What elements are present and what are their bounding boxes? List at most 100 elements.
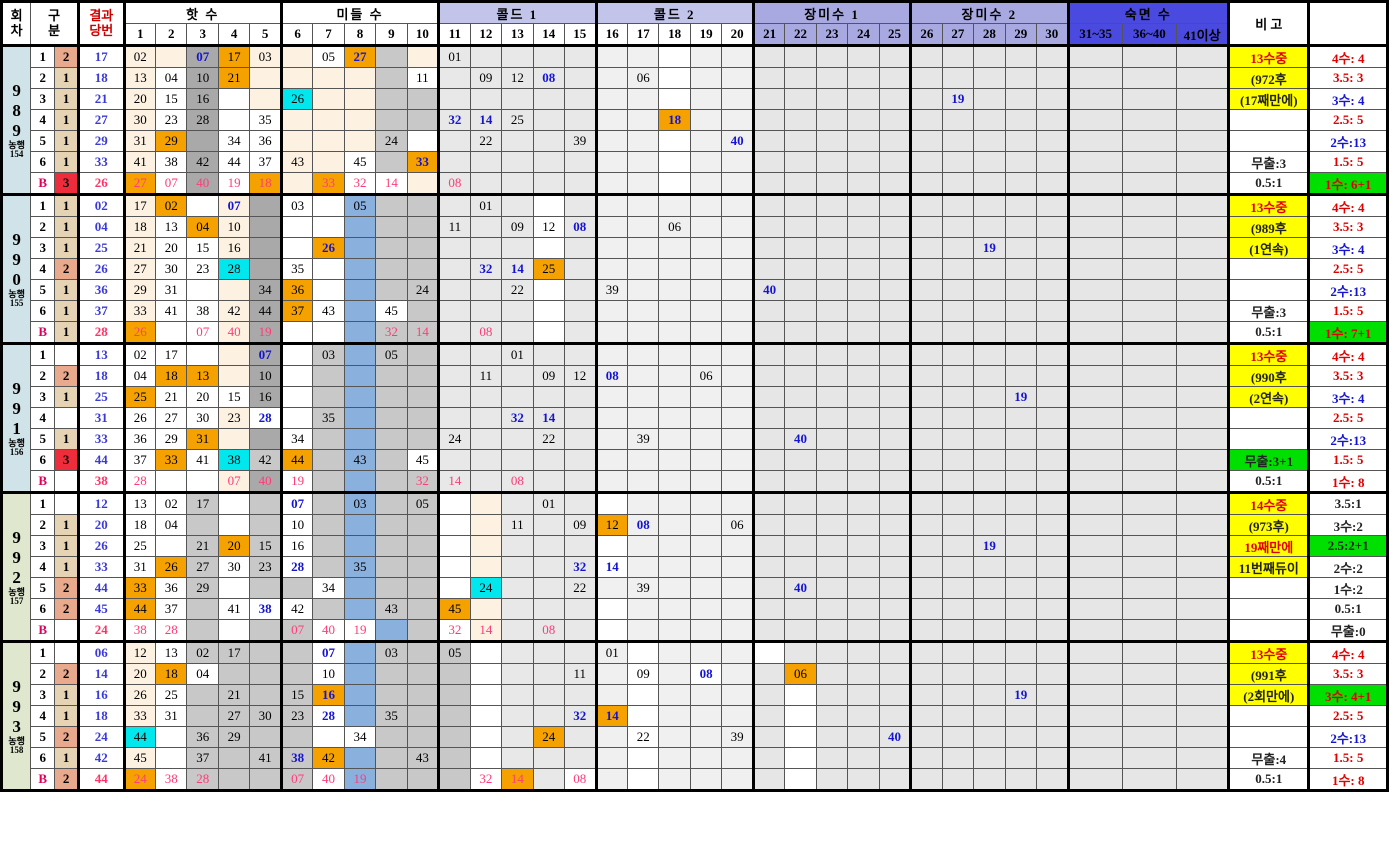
number-cell-17 — [626, 193, 660, 217]
number-cell-15: 12 — [564, 365, 597, 387]
number-cell-28 — [973, 216, 1006, 238]
note-cell: (990후 — [1227, 365, 1310, 387]
number-cell-21: 40 — [751, 279, 786, 301]
number-cell-7 — [312, 449, 345, 471]
number-cell-19 — [689, 556, 723, 578]
number-cell-1: 37 — [122, 449, 157, 471]
number-cell-16 — [594, 300, 628, 322]
number-cell-3 — [186, 342, 219, 366]
number-cell-16 — [594, 67, 628, 89]
number-cell-3: 07 — [186, 44, 219, 68]
round-digit-1: 9 — [12, 378, 21, 398]
number-cell-2: 36 — [155, 577, 188, 599]
winning-number: 25 — [77, 386, 125, 408]
number-cell-8: 27 — [343, 44, 377, 68]
number-cell-33 — [1176, 747, 1230, 769]
number-cell-24 — [847, 470, 880, 493]
number-cell-2: 17 — [155, 342, 188, 366]
header-group-7: 숙면 수 — [1066, 1, 1230, 24]
number-cell-7 — [312, 365, 345, 387]
number-cell-31 — [1066, 747, 1123, 769]
round-sub-1: 농행 — [8, 288, 25, 299]
number-cell-21 — [751, 67, 786, 89]
number-cell-4 — [217, 663, 251, 685]
row-sequence: 4 — [30, 407, 56, 429]
number-cell-23 — [815, 747, 849, 769]
number-cell-29 — [1004, 598, 1038, 620]
round-sub-1: 농행 — [8, 735, 25, 746]
number-cell-2: 13 — [155, 216, 188, 238]
number-cell-10 — [406, 130, 440, 152]
number-cell-5 — [249, 726, 282, 748]
number-cell-25 — [878, 109, 912, 131]
table-row: 6 1 37 33 41 38 42 44 37 43 45 무출:3 1.5: 5 — [2, 300, 1389, 322]
number-cell-12: 08 — [469, 321, 503, 344]
row-sequence: 1 — [30, 491, 56, 515]
number-cell-17: 22 — [626, 726, 660, 748]
number-cell-32 — [1121, 386, 1178, 408]
number-cell-31 — [1066, 386, 1123, 408]
number-cell-2: 38 — [155, 768, 188, 791]
header-col-26: 26 — [909, 23, 943, 46]
number-cell-11 — [437, 407, 471, 429]
number-cell-1: 44 — [122, 598, 157, 620]
number-cell-31 — [1066, 598, 1123, 620]
number-cell-14: 08 — [532, 619, 566, 642]
number-cell-4: 15 — [217, 386, 251, 408]
number-cell-10 — [406, 768, 440, 791]
number-cell-17 — [626, 449, 660, 471]
note-cell: (991후 — [1227, 663, 1310, 685]
number-cell-13: 14 — [501, 768, 534, 791]
header-col-10: 10 — [406, 23, 440, 46]
table-row: 6 3 44 37 33 41 38 42 44 43 45 무출:3+1 1.5: 5 — [2, 449, 1389, 471]
number-cell-22 — [784, 684, 817, 706]
number-cell-32 — [1121, 535, 1178, 557]
number-cell-9: 32 — [375, 321, 408, 344]
number-cell-32 — [1121, 321, 1178, 344]
number-cell-11 — [437, 258, 471, 280]
header-remark-label: 비 고 — [1227, 1, 1311, 46]
number-cell-19 — [689, 237, 723, 259]
number-cell-19: 08 — [689, 663, 723, 685]
number-cell-26 — [909, 237, 943, 259]
number-cell-14 — [532, 386, 566, 408]
number-cell-31 — [1066, 705, 1123, 727]
round-digit-2: 8 — [12, 100, 21, 120]
number-cell-11 — [437, 663, 471, 685]
number-cell-32 — [1121, 193, 1178, 217]
table-row: 4 2 26 27 30 23 28 35 32 14 25 2.5: 5 — [2, 258, 1389, 280]
number-cell-7 — [312, 216, 345, 238]
number-cell-6: 28 — [279, 556, 314, 578]
number-cell-4 — [217, 577, 251, 599]
row-sequence: B — [30, 619, 56, 642]
number-cell-1: 31 — [122, 130, 157, 152]
number-cell-29 — [1004, 193, 1038, 217]
number-cell-8 — [343, 747, 377, 769]
number-cell-4 — [217, 365, 251, 387]
number-cell-21 — [751, 365, 786, 387]
number-cell-33 — [1176, 365, 1230, 387]
number-cell-9: 43 — [375, 598, 408, 620]
number-cell-24 — [847, 640, 880, 664]
number-cell-29 — [1004, 407, 1038, 429]
row-division: 3 — [54, 449, 80, 471]
number-cell-22 — [784, 216, 817, 238]
number-cell-3: 41 — [186, 449, 219, 471]
number-cell-18 — [658, 619, 691, 642]
number-cell-24 — [847, 514, 880, 536]
number-cell-26 — [909, 514, 943, 536]
number-cell-25: 40 — [878, 726, 912, 748]
number-cell-15 — [564, 151, 597, 173]
number-cell-27: 19 — [941, 88, 975, 110]
remark-cell: 3수: 4 — [1307, 386, 1389, 408]
number-cell-23 — [815, 321, 849, 344]
number-cell-6 — [279, 44, 314, 68]
table-row: 9 9 2 농행 157 1 12 13 02 17 07 03 05 01 14수중 3.5:1 — [0, 491, 1389, 642]
number-cell-29 — [1004, 365, 1038, 387]
number-cell-16 — [594, 44, 628, 68]
number-cell-12 — [469, 300, 503, 322]
number-cell-8: 05 — [343, 193, 377, 217]
header-group-2: 미들 수 — [279, 1, 440, 24]
number-cell-31 — [1066, 470, 1123, 493]
winning-number: 18 — [77, 365, 125, 387]
